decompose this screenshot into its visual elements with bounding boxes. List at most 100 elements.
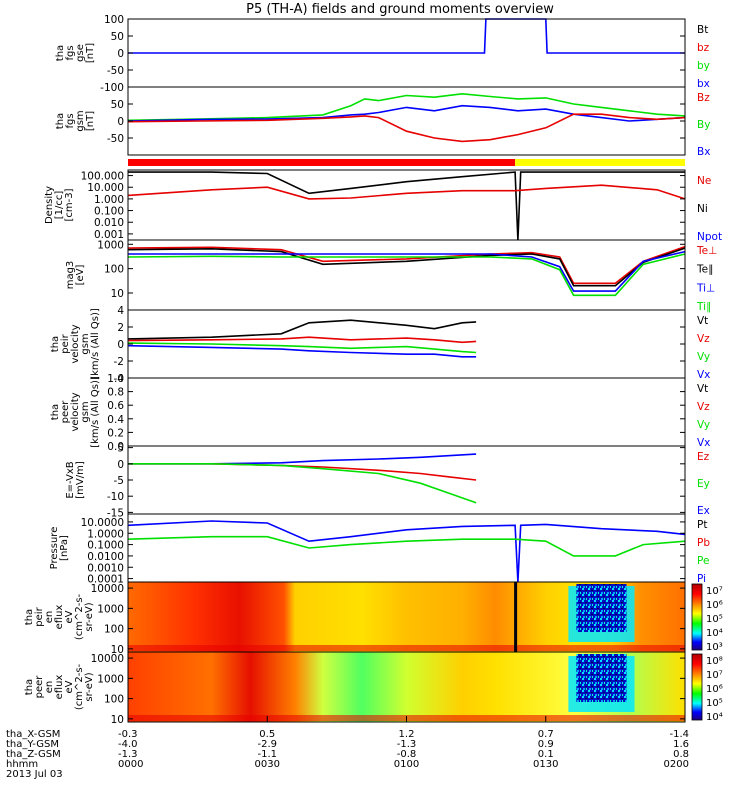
y-axis-label: peer — [60, 400, 71, 424]
y-axis-label: gse — [75, 44, 86, 62]
legend-Vy: Vy — [697, 351, 710, 363]
legend-Ti∥: Ti∥ — [696, 301, 711, 313]
mode-bar-segment — [128, 159, 516, 166]
ephemeris-value: 0100 — [394, 759, 419, 770]
series-Pe — [127, 535, 686, 557]
legend-Npot: Npot — [697, 231, 722, 243]
panel-peer_velocity: Vt Vz Vy Vx 1.0 0.80.6 0.40.2 0.0 tha peer velocit… — [50, 373, 710, 453]
y-axis-label: tha — [24, 609, 35, 625]
y-axis-label: [nPa] — [59, 535, 70, 561]
y-axis-label: [nT] — [85, 111, 96, 131]
ephemeris-label: tha_Y-GSM — [6, 739, 59, 750]
colorbar-label: 10⁸ — [706, 656, 723, 667]
y-axis-label: eflux — [54, 605, 65, 630]
y-tick-label: 10 — [111, 288, 124, 300]
y-axis-label: peir — [34, 606, 45, 626]
y-tick-label: -50 — [107, 65, 124, 77]
y-tick-label: 10 — [111, 644, 124, 656]
y-tick-label: 0 — [117, 459, 124, 471]
legend-Vt: Vt — [697, 315, 708, 327]
series-By — [127, 92, 686, 122]
legend-Ne: Ne — [697, 175, 711, 187]
y-tick-label: -2 — [114, 356, 124, 368]
y-axis-label: eflux — [54, 675, 65, 700]
ephemeris-value: 1.2 — [399, 729, 415, 740]
y-axis-label: eV — [64, 610, 75, 623]
y-tick-label: 0.010 — [94, 217, 124, 229]
y-tick-label: 2 — [117, 322, 124, 334]
series-Ti∥ — [127, 253, 686, 297]
y-tick-label: 1.000 — [94, 194, 124, 206]
legend-bz: bz — [697, 42, 710, 54]
ephemeris-value: -1.3 — [118, 749, 138, 760]
legend-Vy: Vy — [697, 419, 710, 431]
y-tick-label: 100.000 — [81, 171, 124, 183]
y-tick-label: 1000 — [97, 239, 124, 251]
y-tick-label: 0 — [117, 339, 124, 351]
y-tick-label: -15 — [107, 507, 124, 519]
y-axis-label: tha — [50, 404, 61, 420]
y-axis-label: [mV/m] — [75, 461, 86, 499]
colorbar-label: 10⁷ — [706, 586, 723, 597]
y-axis-label: tha — [55, 113, 66, 129]
y-tick-label: -4 — [114, 373, 125, 385]
y-tick-label: 0.6 — [107, 400, 124, 412]
y-axis-label: fgs — [65, 113, 76, 128]
y-tick-label: 0.2 — [107, 427, 124, 439]
legend-Vt: Vt — [697, 383, 708, 395]
y-tick-label: 0.0100 — [87, 551, 124, 563]
y-tick-label: -100 — [100, 82, 124, 94]
y-tick-label: 100 — [104, 694, 124, 706]
series-Pi — [127, 520, 686, 583]
y-axis-label: [eV] — [75, 265, 86, 286]
ephemeris-value: 0.1 — [538, 749, 554, 760]
y-tick-label: 0.100 — [94, 206, 124, 218]
y-tick-label: 10.0000 — [81, 517, 124, 529]
legend-by: by — [697, 60, 710, 72]
legend-Bt: Bt — [697, 24, 708, 36]
colorbar-label: 10⁵ — [706, 614, 723, 625]
panel-pressure: Pt Pb Pe Pi 10.00001.00000.10000.01000.00100… — [49, 513, 710, 586]
y-axis-label: en — [44, 681, 55, 694]
panel-efield: Ez Ey Ex 5 0 -5 -10 -15 E=-VxB [mV/m] — [65, 443, 710, 520]
legend-Ni: Ni — [697, 203, 708, 215]
heatmap-dropout-peer_eflux — [576, 654, 627, 702]
y-axis-label: velocity — [70, 324, 81, 363]
legend-Vx: Vx — [697, 437, 710, 449]
ephemeris-value: 0000 — [118, 759, 143, 770]
series-Ti⊥ — [128, 250, 686, 292]
y-axis-label: tha — [24, 679, 35, 695]
legend-By: By — [697, 119, 710, 131]
y-tick-label: 0.0010 — [87, 562, 124, 574]
ephemeris-value: 0.7 — [538, 729, 554, 740]
y-axis-label: sr-eV) — [84, 602, 95, 631]
series-Bz — [127, 113, 686, 143]
colorbar-label: 10⁶ — [706, 600, 723, 611]
ephemeris-value: -1.1 — [257, 749, 277, 760]
ephemeris-value: 0200 — [664, 759, 689, 770]
series-bx — [128, 18, 685, 54]
ephemeris-value: -4.0 — [118, 739, 138, 750]
legend-Ex: Ex — [697, 505, 710, 517]
colorbar-label: 10⁷ — [706, 670, 723, 681]
colorbar-label: 10⁴ — [706, 628, 723, 639]
series-Ex — [128, 453, 477, 465]
ephemeris-value: -0.3 — [118, 729, 138, 740]
y-tick-label: -50 — [107, 133, 124, 145]
ephemeris-value: 0.9 — [538, 739, 554, 750]
series-Vy — [127, 342, 477, 354]
ephemeris-value: 0030 — [255, 759, 280, 770]
y-axis-label: [km/s (All Qs)] — [90, 308, 101, 380]
legend-Pb: Pb — [697, 537, 710, 549]
legend-Te∥: Te∥ — [696, 264, 713, 276]
colorbar-label: 10⁴ — [706, 712, 723, 723]
y-axis-label: [1/cc] — [54, 191, 65, 220]
ephemeris-value: -2.9 — [257, 739, 277, 750]
panel-frame — [127, 239, 686, 311]
y-tick-label: 10000 — [91, 583, 124, 595]
colorbar-label: 10⁶ — [706, 684, 723, 695]
y-tick-label: 0.4 — [107, 414, 124, 426]
y-tick-label: -5 — [114, 475, 124, 487]
y-tick-label: 4 — [117, 305, 124, 317]
